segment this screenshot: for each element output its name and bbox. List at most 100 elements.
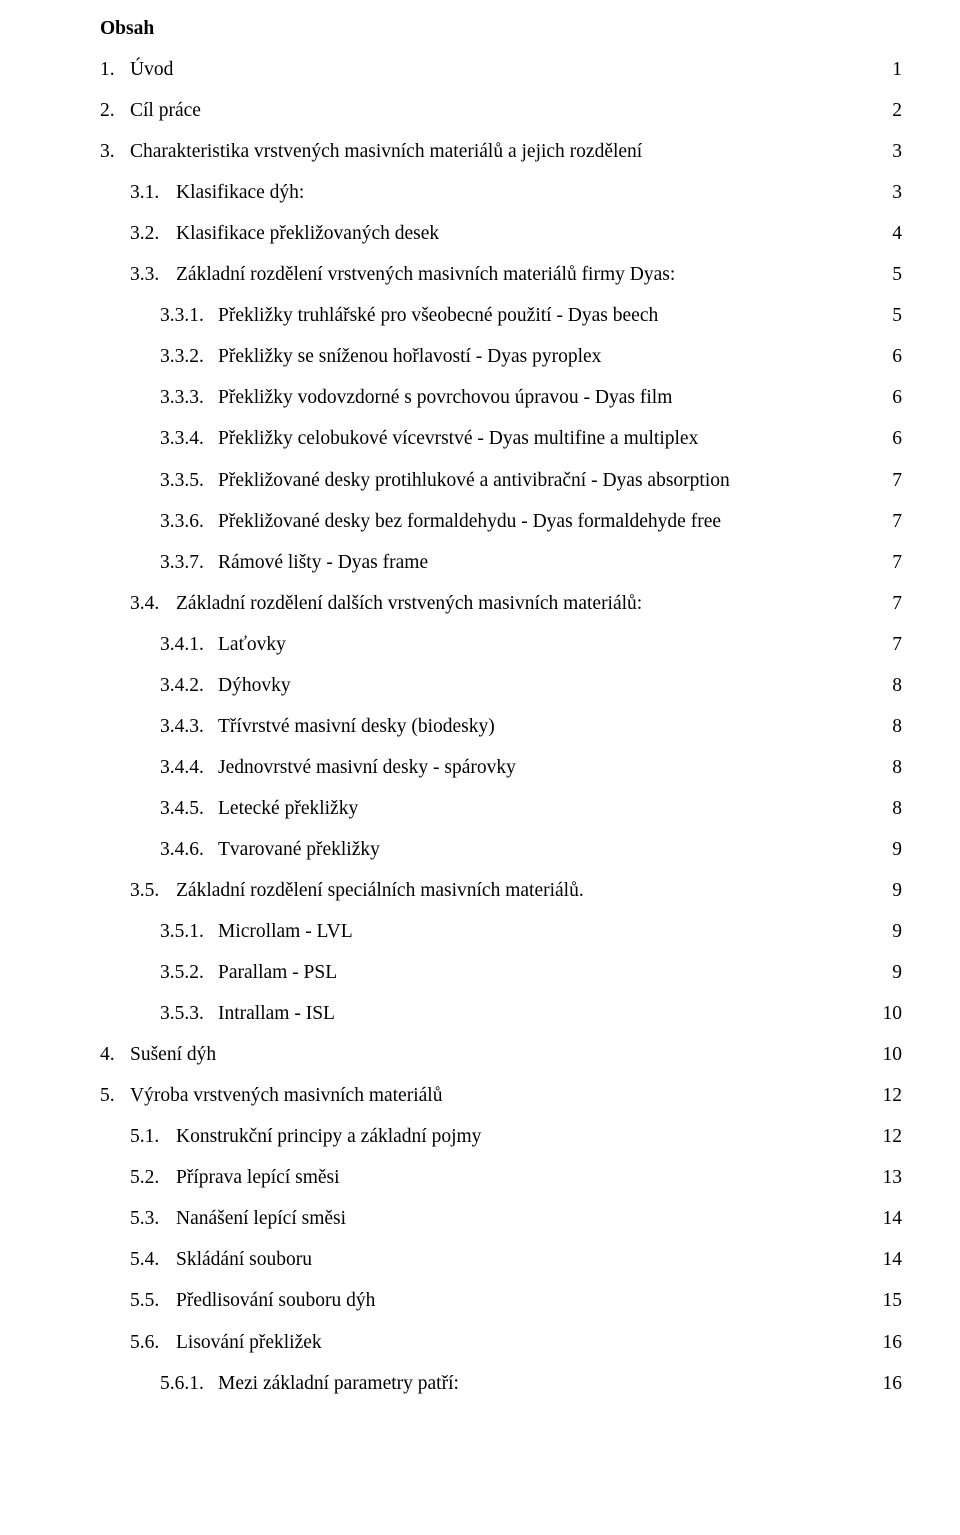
toc-page-number: 5 — [888, 256, 902, 293]
toc-entry: 3.3.Základní rozdělení vrstvených masivn… — [100, 254, 902, 295]
toc-page-number: 7 — [888, 585, 902, 622]
toc-label: Překližované desky bez formaldehydu - Dy… — [218, 503, 721, 540]
toc-label: Lisování překližek — [176, 1324, 322, 1361]
toc-entry: 3.1.Klasifikace dýh: 3 — [100, 172, 902, 213]
toc-entry: 3.2.Klasifikace překližovaných desek4 — [100, 213, 902, 254]
toc-page-number: 6 — [888, 420, 902, 457]
toc-entry: 5.2.Příprava lepící směsi13 — [100, 1157, 902, 1198]
toc-entry: 3.5.3.Intrallam - ISL10 — [100, 993, 902, 1034]
toc-entry: 3.3.3.Překližky vodovzdorné s povrchovou… — [100, 377, 902, 418]
toc-entry: 3.3.7.Rámové lišty - Dyas frame7 — [100, 542, 902, 583]
toc-page-number: 12 — [879, 1118, 903, 1155]
toc-page-number: 9 — [888, 831, 902, 868]
toc-entry: 3.4.6.Tvarované překližky9 — [100, 829, 902, 870]
toc-page-number: 8 — [888, 790, 902, 827]
toc-entry: 5.5.Předlisování souboru dýh15 — [100, 1280, 902, 1321]
toc-label: Překližky se sníženou hořlavostí - Dyas … — [218, 338, 601, 375]
toc-label: Základní rozdělení speciálních masivních… — [176, 872, 584, 909]
toc-number: 3.1. — [130, 174, 176, 211]
toc-number: 3.4.1. — [160, 626, 218, 663]
toc-page-number: 8 — [888, 667, 902, 704]
toc-number: 3.3.5. — [160, 462, 218, 499]
toc-label: Konstrukční principy a základní pojmy — [176, 1118, 481, 1155]
toc-number: 3.3.4. — [160, 420, 218, 457]
toc-page-number: 9 — [888, 872, 902, 909]
toc-label: Laťovky — [218, 626, 286, 663]
toc-entry: 3.4.3.Třívrstvé masivní desky (biodesky)… — [100, 706, 902, 747]
toc-label: Překližky vodovzdorné s povrchovou úprav… — [218, 379, 672, 416]
toc-number: 5.5. — [130, 1282, 176, 1319]
toc-entry: 5.3.Nanášení lepící směsi14 — [100, 1198, 902, 1239]
toc-entry: 5.Výroba vrstvených masivních materiálů1… — [100, 1075, 902, 1116]
toc-label: Letecké překližky — [218, 790, 358, 827]
toc-number: 3.4. — [130, 585, 176, 622]
toc-entry: 3.3.2.Překližky se sníženou hořlavostí -… — [100, 336, 902, 377]
toc-entry: 5.1.Konstrukční principy a základní pojm… — [100, 1116, 902, 1157]
toc-label: Příprava lepící směsi — [176, 1159, 340, 1196]
toc-entry: 5.4.Skládání souboru14 — [100, 1239, 902, 1280]
toc-number: 3.4.3. — [160, 708, 218, 745]
toc-page-number: 3 — [888, 174, 902, 211]
toc-number: 3. — [100, 133, 130, 170]
toc-number: 5.1. — [130, 1118, 176, 1155]
toc-label: Klasifikace dýh: — [176, 174, 304, 211]
toc-label: Tvarované překližky — [218, 831, 380, 868]
toc-entry: 3.4.1.Laťovky 7 — [100, 624, 902, 665]
toc-page-number: 15 — [879, 1282, 903, 1319]
toc-number: 3.3.3. — [160, 379, 218, 416]
toc-page-number: 16 — [879, 1324, 903, 1361]
toc-entry: 3.4.Základní rozdělení dalších vrstvenýc… — [100, 583, 902, 624]
toc-page-number: 8 — [888, 749, 902, 786]
toc-page-number: 7 — [888, 626, 902, 663]
toc-label: Třívrstvé masivní desky (biodesky) — [218, 708, 495, 745]
toc-label: Microllam - LVL — [218, 913, 353, 950]
toc-container: 1.Úvod12.Cíl práce23.Charakteristika vrs… — [100, 49, 902, 1404]
toc-label: Klasifikace překližovaných desek — [176, 215, 439, 252]
toc-page-number: 9 — [888, 954, 902, 991]
toc-label: Základní rozdělení dalších vrstvených ma… — [176, 585, 642, 622]
toc-entry: 3.5.1.Microllam - LVL 9 — [100, 911, 902, 952]
toc-entry: 3.Charakteristika vrstvených masivních m… — [100, 131, 902, 172]
toc-number: 5.3. — [130, 1200, 176, 1237]
page-title: Obsah — [100, 10, 902, 47]
toc-entry: 3.5.2.Parallam - PSL 9 — [100, 952, 902, 993]
toc-entry: 4.Sušení dýh 10 — [100, 1034, 902, 1075]
toc-label: Výroba vrstvených masivních materiálů — [130, 1077, 442, 1114]
toc-number: 5.4. — [130, 1241, 176, 1278]
toc-label: Sušení dýh — [130, 1036, 216, 1073]
toc-page-number: 5 — [888, 297, 902, 334]
toc-label: Parallam - PSL — [218, 954, 337, 991]
toc-entry: 3.4.4.Jednovrstvé masivní desky - spárov… — [100, 747, 902, 788]
toc-number: 4. — [100, 1036, 130, 1073]
toc-page-number: 1 — [888, 51, 902, 88]
toc-page-number: 3 — [888, 133, 902, 170]
toc-number: 3.3.6. — [160, 503, 218, 540]
toc-entry: 3.3.1.Překližky truhlářské pro všeobecné… — [100, 295, 902, 336]
toc-page-number: 7 — [888, 462, 902, 499]
toc-label: Překližované desky protihlukové a antivi… — [218, 462, 730, 499]
toc-number: 5.2. — [130, 1159, 176, 1196]
toc-number: 3.4.2. — [160, 667, 218, 704]
toc-number: 3.3.7. — [160, 544, 218, 581]
toc-number: 3.5.1. — [160, 913, 218, 950]
toc-page-number: 6 — [888, 338, 902, 375]
toc-number: 3.5.2. — [160, 954, 218, 991]
toc-label: Překližky celobukové vícevrstvé - Dyas m… — [218, 420, 698, 457]
toc-number: 3.5.3. — [160, 995, 218, 1032]
toc-page-number: 9 — [888, 913, 902, 950]
toc-number: 3.3.1. — [160, 297, 218, 334]
toc-entry: 3.4.5.Letecké překližky8 — [100, 788, 902, 829]
toc-number: 5.6. — [130, 1324, 176, 1361]
toc-number: 3.3.2. — [160, 338, 218, 375]
toc-number: 3.2. — [130, 215, 176, 252]
toc-entry: 5.6.Lisování překližek 16 — [100, 1322, 902, 1363]
toc-label: Mezi základní parametry patří: — [218, 1365, 459, 1402]
toc-page-number: 7 — [888, 503, 902, 540]
toc-label: Rámové lišty - Dyas frame — [218, 544, 428, 581]
toc-entry: 2.Cíl práce2 — [100, 90, 902, 131]
toc-entry: 3.5.Základní rozdělení speciálních masiv… — [100, 870, 902, 911]
toc-page-number: 10 — [879, 1036, 903, 1073]
toc-number: 1. — [100, 51, 130, 88]
toc-number: 5. — [100, 1077, 130, 1114]
toc-label: Jednovrstvé masivní desky - spárovky — [218, 749, 516, 786]
